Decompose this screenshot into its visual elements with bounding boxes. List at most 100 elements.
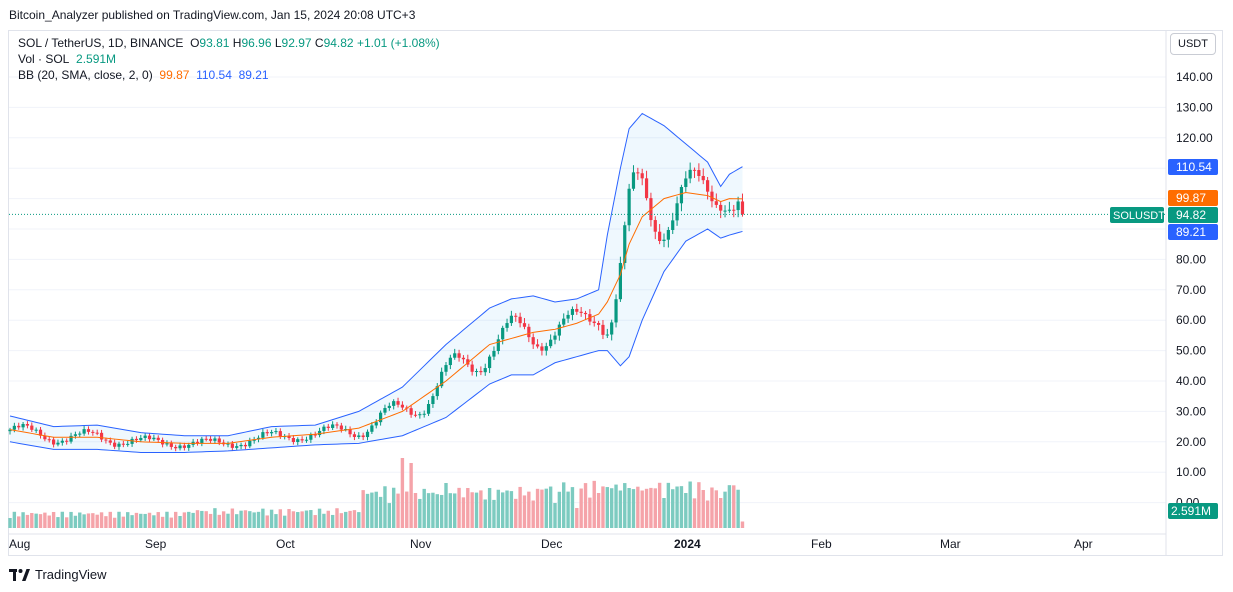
legend-close: 94.82 (323, 36, 354, 50)
legend-bb-label[interactable]: BB (20, SMA, close, 2, 0) (18, 68, 153, 82)
volume-bar (269, 509, 274, 528)
candle-body (12, 425, 16, 430)
legend-symbol[interactable]: SOL / TetherUS, 1D, BINANCE (18, 36, 184, 50)
candle-body (719, 204, 723, 211)
volume-bar (69, 511, 73, 528)
candle-body (25, 424, 30, 426)
volume-bar (596, 493, 601, 528)
volume-bar (256, 511, 261, 528)
x-tick-label: 2024 (674, 537, 701, 551)
volume-bar (479, 490, 483, 528)
candle-body (505, 323, 509, 328)
candle-body (126, 443, 130, 445)
candle-body (213, 438, 217, 441)
price-tag-label: 89.21 (1176, 225, 1206, 239)
candle-body (204, 438, 208, 440)
candle-body (248, 440, 252, 447)
volume-bar (636, 486, 640, 528)
volume-bar (426, 493, 431, 528)
chart-frame (8, 30, 1223, 556)
volume-bar (684, 493, 688, 528)
candle-body (139, 437, 143, 441)
candle-body (296, 439, 300, 442)
legend-vol-label[interactable]: Vol · SOL (18, 52, 70, 66)
volume-bar (261, 508, 265, 528)
candle-body (553, 335, 557, 340)
volume-bar (522, 495, 527, 528)
candle-body (479, 371, 483, 373)
volume-bar (60, 511, 65, 528)
volume-bar (51, 511, 56, 528)
volume-bar (8, 518, 12, 528)
volume-bar (86, 513, 91, 528)
legend-l-label: L (274, 36, 282, 50)
candle-body (470, 364, 474, 372)
volume-bar (710, 487, 714, 528)
candle-body (357, 435, 361, 437)
volume-bar (662, 498, 666, 528)
candle-body (740, 201, 745, 215)
tradingview-brand[interactable]: TradingView (9, 567, 107, 582)
candle-body (736, 201, 740, 211)
volume-bar (671, 489, 675, 528)
volume-bar (483, 499, 487, 528)
volume-bar (391, 487, 396, 528)
candle-body (152, 437, 156, 440)
volume-bar (592, 480, 596, 528)
volume-bar (431, 492, 435, 528)
bb-band-fill (10, 113, 743, 453)
candle-body (644, 178, 649, 199)
volume-bar (557, 491, 562, 528)
candle-body (104, 439, 108, 441)
candle-body (113, 442, 117, 447)
volume-bar (666, 482, 671, 528)
volume-bar (326, 510, 330, 528)
candle-body (557, 324, 561, 336)
volume-bar (208, 513, 213, 528)
volume-bar (640, 490, 644, 528)
volume-bar (396, 493, 400, 528)
volume-bar (723, 491, 727, 528)
volume-bar (226, 513, 230, 528)
volume-bar (514, 498, 518, 528)
candle-body (108, 440, 112, 443)
candle-body (422, 413, 426, 415)
volume-bar (156, 512, 160, 528)
price-tag-label: 94.82 (1176, 208, 1206, 222)
candle-body (623, 225, 627, 263)
candle-body (34, 429, 38, 431)
volume-tag-label: 2.591M (1171, 504, 1211, 518)
volume-bar (583, 483, 588, 528)
volume-bar (553, 503, 557, 528)
candle-body (509, 315, 513, 324)
volume-bar (95, 514, 99, 528)
candle-body (605, 334, 609, 336)
currency-button[interactable]: USDT (1170, 33, 1216, 55)
volume-bar (496, 489, 501, 528)
candle-body (527, 326, 531, 338)
volume-bar (588, 497, 592, 528)
candle-body (618, 262, 622, 300)
volume-bar (439, 494, 444, 528)
candle-body (117, 443, 121, 447)
volume-bar (300, 511, 304, 528)
volume-bar (448, 493, 453, 528)
volume-bar (278, 509, 283, 528)
volume-bar (566, 491, 570, 528)
volume-bar (601, 486, 605, 528)
volume-bar (239, 510, 243, 528)
volume-bar (649, 487, 653, 528)
volume-bar (195, 510, 200, 528)
volume-bar (675, 486, 679, 528)
volume-bar (213, 508, 217, 528)
volume-bar (230, 508, 235, 528)
candle-body (278, 431, 282, 437)
volume-bar (365, 493, 370, 528)
candle-body (592, 321, 596, 324)
volume-bar (405, 491, 409, 528)
legend-low: 92.97 (281, 36, 312, 50)
candle-body (143, 435, 147, 438)
volume-bar (317, 508, 322, 528)
candle-body (383, 408, 387, 413)
